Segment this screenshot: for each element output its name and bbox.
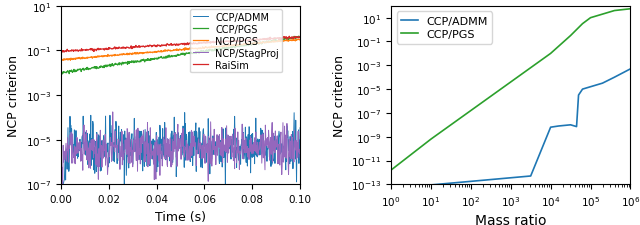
CCP/ADMM <box>296 127 304 129</box>
CCP/PGS <box>598 14 606 16</box>
NCP/PGS <box>198 48 205 51</box>
X-axis label: Mass ratio: Mass ratio <box>475 214 547 225</box>
Line: NCP/PGS: NCP/PGS <box>61 40 300 61</box>
CCP/PGS <box>587 17 595 20</box>
CCP/PGS <box>567 35 575 38</box>
CCP/ADMM <box>58 218 65 221</box>
Line: CCP/ADMM: CCP/ADMM <box>61 113 300 220</box>
NCP/StagProj <box>100 157 108 160</box>
CCP/PGS <box>387 169 395 172</box>
NCP/StagProj <box>109 111 116 114</box>
NCP/PGS <box>118 54 126 57</box>
NCP/StagProj <box>296 158 304 160</box>
CCP/PGS <box>627 8 634 11</box>
NCP/StagProj <box>119 157 127 159</box>
Line: NCP/StagProj: NCP/StagProj <box>61 112 300 194</box>
RaiSim <box>198 43 205 45</box>
CCP/PGS <box>579 23 586 26</box>
RaiSim <box>217 41 225 44</box>
CCP/ADMM <box>598 82 606 85</box>
CCP/ADMM <box>527 175 534 178</box>
CCP/PGS <box>237 45 245 47</box>
CCP/ADMM <box>627 68 634 71</box>
CCP/ADMM <box>447 182 455 185</box>
CCP/PGS <box>100 65 108 68</box>
CCP/ADMM <box>181 112 189 115</box>
CCP/ADMM <box>415 185 423 188</box>
CCP/ADMM <box>467 180 475 183</box>
CCP/PGS <box>119 63 127 66</box>
Line: CCP/ADMM: CCP/ADMM <box>391 70 630 188</box>
NCP/PGS <box>165 50 173 52</box>
CCP/ADMM <box>611 76 618 79</box>
CCP/PGS <box>57 72 65 74</box>
NCP/PGS <box>237 44 245 47</box>
Legend: CCP/ADMM, CCP/PGS, NCP/PGS, NCP/StagProj, RaiSim: CCP/ADMM, CCP/PGS, NCP/PGS, NCP/StagProj… <box>190 10 282 73</box>
CCP/ADMM <box>399 186 407 189</box>
NCP/PGS <box>99 56 107 58</box>
CCP/ADMM <box>387 187 395 189</box>
RaiSim <box>237 41 245 44</box>
X-axis label: Time (s): Time (s) <box>155 210 206 223</box>
NCP/StagProj <box>58 193 66 196</box>
CCP/ADMM <box>199 138 207 140</box>
CCP/PGS <box>547 53 554 56</box>
CCP/PGS <box>507 81 515 84</box>
NCP/PGS <box>296 40 304 43</box>
CCP/PGS <box>427 138 435 141</box>
CCP/ADMM <box>238 139 246 141</box>
CCP/PGS <box>296 36 304 38</box>
CCP/PGS <box>217 48 225 51</box>
Legend: CCP/ADMM, CCP/PGS: CCP/ADMM, CCP/PGS <box>397 12 492 44</box>
NCP/StagProj <box>166 152 173 155</box>
CCP/ADMM <box>57 189 65 191</box>
CCP/PGS <box>294 36 302 38</box>
RaiSim <box>57 52 65 54</box>
CCP/ADMM <box>579 88 586 91</box>
NCP/StagProj <box>238 146 246 148</box>
CCP/PGS <box>166 56 173 59</box>
CCP/PGS <box>198 52 206 54</box>
RaiSim <box>99 48 107 51</box>
CCP/ADMM <box>555 125 563 128</box>
CCP/ADMM <box>547 126 554 129</box>
CCP/PGS <box>58 73 66 76</box>
Y-axis label: NCP criterion: NCP criterion <box>7 55 20 136</box>
CCP/PGS <box>467 110 475 112</box>
NCP/PGS <box>217 46 225 48</box>
CCP/ADMM <box>573 126 580 128</box>
RaiSim <box>118 47 126 50</box>
CCP/ADMM <box>427 184 435 187</box>
CCP/ADMM <box>119 145 127 147</box>
Line: CCP/PGS: CCP/PGS <box>61 37 300 75</box>
NCP/PGS <box>57 60 65 62</box>
CCP/ADMM <box>166 147 173 150</box>
RaiSim <box>165 44 173 47</box>
NCP/StagProj <box>57 190 65 192</box>
NCP/StagProj <box>218 155 225 158</box>
Line: CCP/PGS: CCP/PGS <box>391 10 630 170</box>
CCP/ADMM <box>587 86 595 89</box>
NCP/StagProj <box>199 153 207 156</box>
NCP/PGS <box>295 38 303 41</box>
Y-axis label: NCP criterion: NCP criterion <box>333 55 346 136</box>
CCP/ADMM <box>567 124 575 127</box>
RaiSim <box>285 36 293 38</box>
CCP/PGS <box>447 124 455 127</box>
RaiSim <box>296 37 304 40</box>
CCP/ADMM <box>487 178 495 181</box>
CCP/ADMM <box>100 135 108 137</box>
CCP/PGS <box>407 153 415 156</box>
CCP/PGS <box>611 10 618 13</box>
CCP/ADMM <box>575 94 582 97</box>
CCP/ADMM <box>507 177 515 179</box>
CCP/ADMM <box>218 143 225 146</box>
CCP/PGS <box>527 67 534 70</box>
CCP/PGS <box>487 95 495 98</box>
Line: RaiSim: RaiSim <box>61 37 300 53</box>
